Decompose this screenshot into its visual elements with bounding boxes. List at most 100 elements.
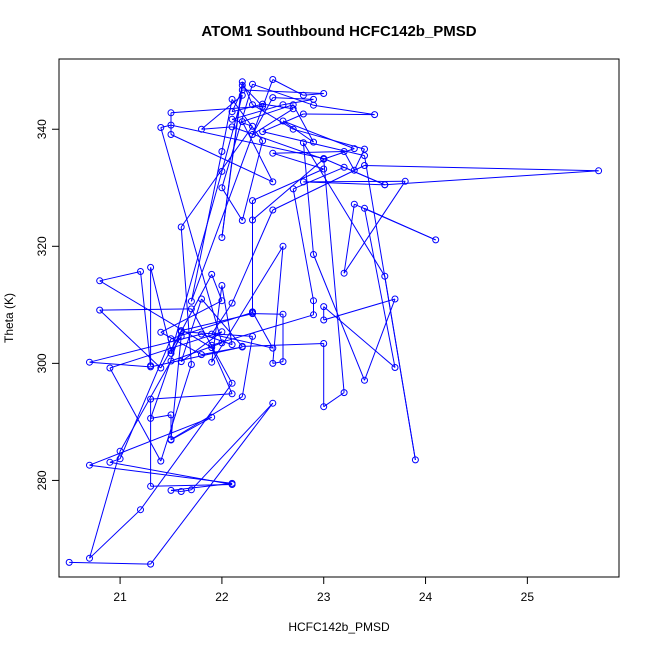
series-segment bbox=[190, 79, 274, 302]
data-point bbox=[218, 167, 226, 175]
data-point bbox=[320, 316, 328, 324]
y-tick-label: 340 bbox=[35, 119, 49, 139]
data-point bbox=[167, 486, 175, 494]
series-segment bbox=[242, 343, 324, 347]
series-segment bbox=[170, 124, 324, 159]
data-point bbox=[228, 379, 236, 387]
y-tick-label: 300 bbox=[35, 353, 49, 373]
series-segment bbox=[191, 402, 274, 491]
data-point bbox=[269, 76, 277, 83]
data-point bbox=[86, 461, 93, 469]
series-segment bbox=[241, 336, 253, 397]
data-point bbox=[320, 403, 328, 411]
data-point bbox=[289, 125, 297, 133]
series-segment bbox=[89, 451, 121, 559]
data-point bbox=[228, 108, 236, 116]
data-point bbox=[208, 358, 216, 366]
data-point bbox=[310, 251, 317, 258]
data-point bbox=[310, 95, 317, 103]
series-segment bbox=[140, 271, 152, 366]
series-segment bbox=[303, 181, 385, 186]
data-point bbox=[411, 456, 419, 464]
data-point bbox=[208, 330, 216, 338]
data-point bbox=[228, 115, 236, 123]
data-point bbox=[279, 117, 287, 125]
series-segment bbox=[170, 134, 274, 183]
data-point bbox=[350, 145, 358, 153]
series-segment bbox=[211, 246, 284, 363]
series-segment bbox=[272, 97, 314, 100]
data-point bbox=[432, 236, 440, 244]
data-point bbox=[391, 295, 399, 303]
data-point bbox=[238, 81, 246, 89]
x-axis: 21 22 23 24 25 bbox=[113, 576, 534, 604]
series-segment bbox=[150, 393, 233, 400]
series-segment bbox=[272, 151, 345, 154]
data-point bbox=[167, 131, 175, 138]
x-tick-label: 22 bbox=[215, 590, 229, 604]
data-point bbox=[147, 414, 155, 422]
data-point bbox=[238, 393, 246, 401]
data-point bbox=[116, 447, 124, 455]
data-point bbox=[106, 364, 114, 372]
data-point bbox=[595, 167, 603, 175]
data-point bbox=[289, 105, 297, 113]
series-segment bbox=[150, 484, 233, 487]
data-point bbox=[320, 165, 328, 173]
data-point bbox=[137, 506, 144, 514]
series-segment bbox=[292, 104, 314, 143]
data-point bbox=[401, 177, 409, 185]
series-segment bbox=[170, 311, 253, 340]
data-point bbox=[361, 152, 368, 160]
series-segment bbox=[89, 509, 141, 559]
series-segment bbox=[211, 347, 233, 395]
series-segment bbox=[221, 95, 243, 172]
data-point bbox=[228, 341, 236, 349]
data-point bbox=[269, 94, 277, 102]
data-point bbox=[177, 328, 185, 336]
data-point bbox=[279, 242, 287, 250]
data-point bbox=[249, 197, 256, 205]
series-segment bbox=[99, 271, 141, 282]
series-segment bbox=[211, 302, 233, 335]
series-segment bbox=[323, 159, 345, 393]
data-point bbox=[340, 269, 348, 277]
series-layer bbox=[65, 76, 603, 568]
data-point bbox=[340, 389, 348, 397]
data-point bbox=[371, 111, 379, 119]
data-point bbox=[228, 481, 236, 488]
series-segment bbox=[252, 168, 324, 202]
data-point bbox=[299, 91, 307, 99]
data-point bbox=[187, 305, 195, 313]
data-point bbox=[218, 184, 226, 192]
y-axis-label: Theta (K) bbox=[2, 293, 16, 343]
series-segment bbox=[221, 187, 243, 221]
y-tick-label: 280 bbox=[35, 470, 49, 490]
data-point bbox=[269, 399, 277, 407]
series-segment bbox=[272, 246, 284, 364]
data-point bbox=[238, 91, 246, 99]
series-segment bbox=[170, 342, 223, 362]
data-point bbox=[228, 123, 236, 131]
data-point bbox=[238, 118, 246, 126]
data-point bbox=[147, 482, 155, 490]
data-point bbox=[350, 166, 358, 174]
data-point bbox=[208, 270, 216, 278]
series-segment bbox=[323, 298, 396, 321]
data-point bbox=[279, 101, 287, 109]
data-point bbox=[259, 102, 267, 110]
series-segment bbox=[231, 89, 243, 112]
data-point bbox=[218, 234, 226, 241]
data-point bbox=[249, 101, 256, 109]
series-segment bbox=[231, 104, 284, 120]
data-point bbox=[96, 306, 104, 314]
data-point bbox=[147, 362, 155, 370]
data-point bbox=[381, 272, 389, 280]
series-segment bbox=[119, 360, 172, 452]
series-segment bbox=[231, 99, 264, 142]
data-point bbox=[167, 347, 175, 354]
series-segment bbox=[364, 155, 416, 460]
data-point bbox=[289, 101, 297, 109]
series-segment bbox=[303, 113, 375, 116]
